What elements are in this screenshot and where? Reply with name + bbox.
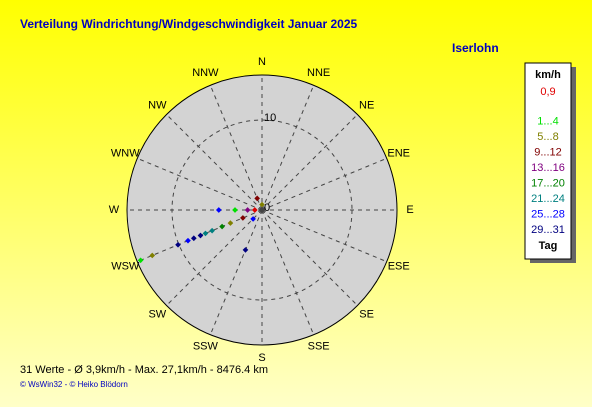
spoke [261,209,358,306]
direction-label: SW [148,309,166,321]
direction-label: NE [359,99,374,111]
point [175,241,181,248]
point [190,235,197,242]
spoke [261,209,315,335]
spoke [209,209,263,335]
r-tick-label: 0 [264,202,270,214]
point [209,227,215,234]
point [240,215,246,221]
legend-label: 0,9 [540,86,555,98]
direction-label: ESE [388,261,410,273]
legend-footer: Tag [539,240,558,252]
grid-ring [171,119,353,301]
legend-label: 17...20 [531,177,565,189]
point [185,237,191,244]
legend-label: 5...8 [537,131,558,143]
spoke [261,157,387,211]
direction-label: S [258,352,265,364]
point [137,257,144,264]
spoke [261,209,387,263]
direction-label: SSE [308,341,330,353]
point [149,252,156,259]
r-tick-label: 10 [264,112,276,124]
direction-label: ENE [387,147,410,159]
point [232,207,238,213]
point [259,201,265,208]
legend-label: 21...24 [531,193,565,205]
legend-label: 1...4 [537,115,558,127]
point [254,195,261,202]
point [227,220,234,226]
point [197,232,204,239]
spoke [261,114,358,211]
legend-title: km/h [535,69,561,81]
point [219,223,225,230]
legend-label: 9...12 [534,146,562,158]
spoke [166,114,263,211]
legend-label: 13...16 [531,162,565,174]
point [202,230,209,237]
direction-label: SE [359,309,374,321]
direction-label: E [406,204,413,216]
legend-box [524,62,572,260]
spoke [137,157,263,211]
point [251,207,258,213]
point [244,207,251,213]
direction-label: W [109,204,120,216]
direction-label: WSW [111,261,140,273]
spoke [209,85,263,211]
chart-title: Verteilung Windrichtung/Windgeschwindigk… [20,17,357,31]
legend-label: 29...31 [531,224,565,236]
chart-subtitle: Iserlohn [452,41,499,55]
direction-label: NNE [307,67,330,79]
spoke [261,85,315,211]
credit: © WsWin32 - © Heiko Blödorn [20,380,128,389]
direction-label: NW [148,99,167,111]
direction-label: WNW [111,147,140,159]
point [242,247,249,253]
point [215,207,222,213]
direction-label: SSW [193,341,219,353]
point [250,216,256,222]
direction-label: N [258,56,266,68]
grid-ring [261,209,263,211]
footer: 31 Werte - Ø 3,9km/h - Max. 27,1km/h - 8… [20,364,268,376]
direction-label: NNW [192,67,219,79]
legend-label: 25...28 [531,208,565,220]
spoke [166,209,263,306]
